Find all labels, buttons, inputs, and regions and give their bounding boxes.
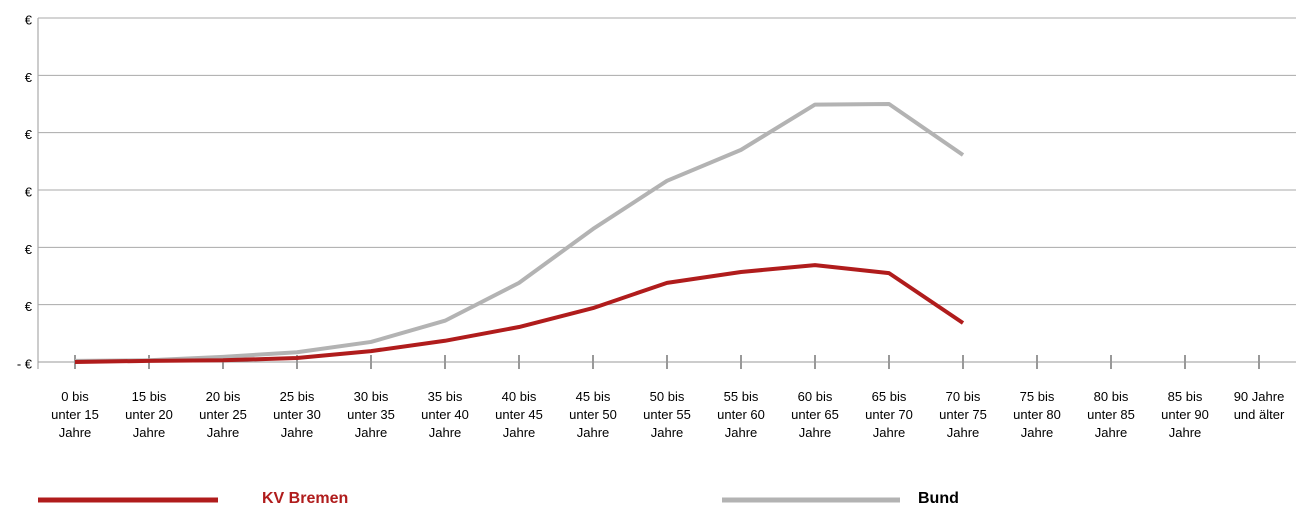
- x-tick-label: 35 bis unter 40 Jahre: [421, 389, 469, 440]
- x-tick-label: 40 bis unter 45 Jahre: [495, 389, 543, 440]
- x-tick-label: 75 bis unter 80 Jahre: [1013, 389, 1061, 440]
- x-tick-label: 55 bis unter 60 Jahre: [717, 389, 765, 440]
- y-tick-label: €: [25, 12, 33, 27]
- x-tick-label: 15 bis unter 20 Jahre: [125, 389, 173, 440]
- x-tick-label: 30 bis unter 35 Jahre: [347, 389, 395, 440]
- x-tick-label: 50 bis unter 55 Jahre: [643, 389, 691, 440]
- y-tick-label: €: [25, 184, 33, 199]
- series-line: [74, 102, 965, 363]
- x-tick-label: 0 bis unter 15 Jahre: [51, 389, 99, 440]
- x-tick-label: 70 bis unter 75 Jahre: [939, 389, 987, 440]
- x-tick-label: 80 bis unter 85 Jahre: [1087, 389, 1135, 440]
- x-tick-label: 85 bis unter 90 Jahre: [1161, 389, 1209, 440]
- legend-label: Bund: [918, 490, 959, 507]
- y-tick-label: €: [25, 70, 33, 85]
- x-tick-label: 45 bis unter 50 Jahre: [569, 389, 617, 440]
- y-tick-label: €: [25, 127, 33, 142]
- x-tick-label: 90 Jahre und älter: [1233, 389, 1285, 422]
- y-tick-label: €: [25, 242, 33, 257]
- x-tick-label: 20 bis unter 25 Jahre: [199, 389, 247, 440]
- x-tick-label: 25 bis unter 30 Jahre: [273, 389, 321, 440]
- legend-label: KV Bremen: [262, 490, 349, 507]
- y-tick-label: - €: [17, 356, 33, 371]
- series-line: [74, 263, 965, 364]
- x-tick-label: 65 bis unter 70 Jahre: [865, 389, 913, 440]
- y-tick-label: €: [25, 299, 33, 314]
- x-tick-label: 60 bis unter 65 Jahre: [791, 389, 839, 440]
